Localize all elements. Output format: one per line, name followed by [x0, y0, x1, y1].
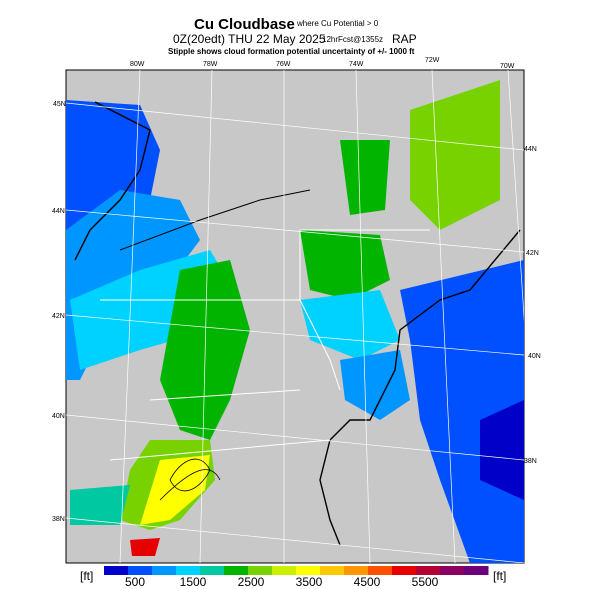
colorbar-swatch [176, 566, 201, 575]
map: 80W 78W 76W 74W 72W 70W 45N 44N 42N 40N … [52, 57, 541, 564]
field-blue-ocean [400, 260, 524, 563]
colorbar-label: 3500 [296, 575, 323, 589]
lat-label: 44N [52, 208, 65, 215]
colorbar-label: 2500 [238, 575, 265, 589]
colorbar-unit: [ft] [493, 569, 506, 583]
colorbar-label: 4500 [354, 575, 381, 589]
colorbar-swatch [224, 566, 249, 575]
field-yellow [140, 455, 210, 525]
colorbar-swatch [344, 566, 369, 575]
lat-label: 38N [524, 458, 537, 465]
state-borders [100, 229, 430, 461]
model: RAP [392, 32, 417, 46]
subtitle: Stipple shows cloud formation potential … [168, 47, 415, 56]
coastline [74, 101, 151, 261]
colorbar-label: 1500 [180, 575, 207, 589]
field-teal [70, 485, 130, 525]
field-red [130, 538, 160, 556]
colorbar-unit: [ft] [80, 569, 93, 583]
lake-shore [119, 189, 311, 251]
map-fields [66, 70, 524, 563]
valid-time: 0Z(20edt) THU 22 May 2025 [173, 32, 326, 46]
contours [159, 458, 221, 501]
lat-label: 42N [526, 250, 539, 257]
colorbar-swatch [296, 566, 321, 575]
colorbar-swatch [320, 566, 345, 575]
lon-label: 76W [276, 61, 291, 68]
lat-label: 44N [524, 146, 537, 153]
lat-label: 40N [528, 353, 541, 360]
coastline-east [319, 229, 521, 546]
lon-label: 70W [500, 63, 515, 70]
colorbar-swatch [248, 566, 273, 575]
colorbar-swatch [368, 566, 393, 575]
forecast-time: 12hrFcst@1355z [322, 35, 383, 44]
colorbar-label: 5500 [412, 575, 439, 589]
colorbar-swatch [152, 566, 177, 575]
field-green-ne [410, 80, 500, 230]
field-green-ny [300, 230, 390, 300]
lon-label: 78W [203, 61, 218, 68]
lat-label: 40N [52, 413, 65, 420]
graticule [66, 70, 524, 563]
lon-label: 74W [349, 61, 364, 68]
colorbar-swatch [128, 566, 153, 575]
lon-label: 80W [130, 61, 145, 68]
colorbar-swatch [392, 566, 417, 575]
lon-label: 72W [425, 57, 440, 64]
field-cyan-nj [300, 290, 400, 360]
colorbar-swatch [464, 566, 489, 575]
colorbar-swatch [416, 566, 441, 575]
field-blue-nj [340, 350, 410, 420]
title: Cu Cloudbase [194, 16, 295, 33]
colorbar-swatch [272, 566, 297, 575]
lat-label: 42N [52, 313, 65, 320]
colorbar-swatch [200, 566, 225, 575]
title-note: where Cu Potential > 0 [296, 19, 379, 28]
colorbar-swatch [104, 566, 129, 575]
colorbar-label: 500 [125, 575, 145, 589]
field-green-ad [340, 140, 390, 215]
field-darkblue [480, 400, 524, 500]
lat-label: 45N [53, 101, 66, 108]
lat-label: 38N [52, 516, 65, 523]
colorbar-swatch [440, 566, 465, 575]
colorbar: [ft] [ft] 500 1500 2500 3500 4500 5500 [80, 566, 506, 589]
